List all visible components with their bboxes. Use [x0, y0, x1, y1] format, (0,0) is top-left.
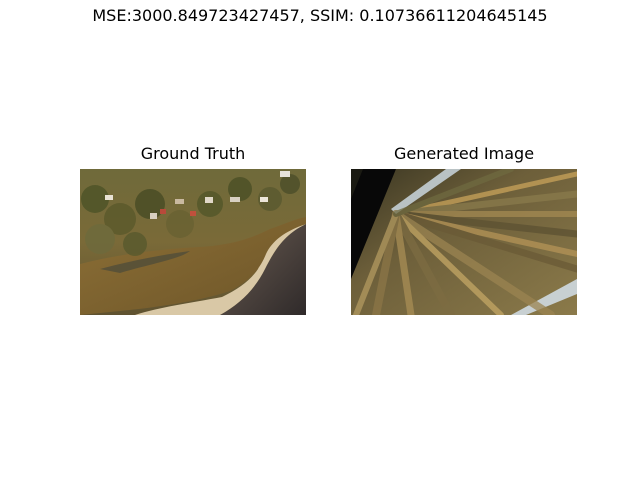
generated-image	[351, 169, 577, 315]
generated-streak-photo	[351, 169, 577, 315]
aerial-coastline-photo	[80, 169, 306, 315]
generated-image-title: Generated Image	[393, 144, 535, 163]
figure-suptitle: MSE:3000.849723427457, SSIM: 0.107366112…	[92, 6, 548, 25]
ground-truth-image	[80, 169, 306, 315]
ground-truth-title: Ground Truth	[140, 144, 246, 163]
